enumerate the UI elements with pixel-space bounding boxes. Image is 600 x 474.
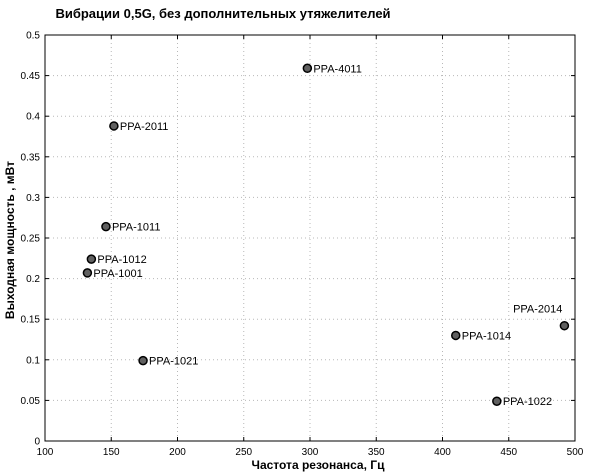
- data-point: [138, 355, 148, 366]
- y-tick-label: 0.4: [26, 112, 40, 123]
- x-tick-label: 350: [368, 447, 385, 458]
- y-tick-label: 0: [34, 437, 40, 448]
- data-point: [109, 121, 119, 131]
- axis-ticks: 100 150 200 250 300 350 400 450 500 0 0.05 0.1 0.15 0…: [21, 31, 584, 459]
- y-tick-label: 0.35: [21, 152, 41, 163]
- data-point-label: PPA-1014: [462, 330, 511, 342]
- data-point-label: PPA-2011: [120, 121, 169, 133]
- y-tick-label: 0.15: [21, 315, 41, 326]
- data-point: [302, 63, 313, 74]
- data-point: [101, 221, 111, 232]
- data-point-label: PPA-4011: [313, 63, 362, 75]
- data-point-label: PPA-1012: [97, 254, 146, 266]
- data-point: [451, 330, 461, 341]
- y-tick-label: 0.1: [26, 355, 40, 366]
- data-point: [559, 320, 570, 331]
- x-tick-label: 450: [500, 447, 517, 458]
- data-point: [82, 268, 93, 278]
- x-tick-label: 200: [169, 447, 186, 458]
- y-tick-label: 0.3: [26, 193, 40, 204]
- y-tick-label: 0.2: [26, 274, 40, 285]
- x-tick-label: 100: [37, 447, 54, 458]
- chart-grid: [45, 35, 575, 441]
- x-axis-label: Частота резонанса, Гц: [252, 458, 386, 472]
- data-points: PPA-4011 PPA-2011 PPA-1011 PPA-1012 PPA-1001…: [82, 63, 570, 408]
- chart-title: Вибрации 0,5G, без дополнительных утяжел…: [55, 6, 390, 21]
- data-point: [86, 254, 97, 264]
- x-tick-label: 300: [302, 447, 319, 458]
- x-tick-label: 150: [103, 447, 120, 458]
- y-tick-label: 0.05: [21, 396, 41, 407]
- x-tick-label: 400: [434, 447, 451, 458]
- data-point-label: PPA-2014: [513, 304, 562, 316]
- data-point-label: PPA-1022: [503, 396, 552, 408]
- x-tick-label: 250: [235, 447, 252, 458]
- data-point: [492, 396, 502, 406]
- data-point-label: PPA-1001: [93, 268, 142, 280]
- data-point-label: PPA-1021: [149, 356, 198, 368]
- x-tick-label: 500: [567, 447, 584, 458]
- y-tick-label: 0.5: [26, 31, 40, 42]
- y-tick-label: 0.25: [21, 234, 41, 245]
- data-point-label: PPA-1011: [112, 222, 161, 234]
- y-axis-label: Выходная мощность , мВт: [3, 161, 17, 319]
- y-tick-label: 0.45: [21, 71, 41, 82]
